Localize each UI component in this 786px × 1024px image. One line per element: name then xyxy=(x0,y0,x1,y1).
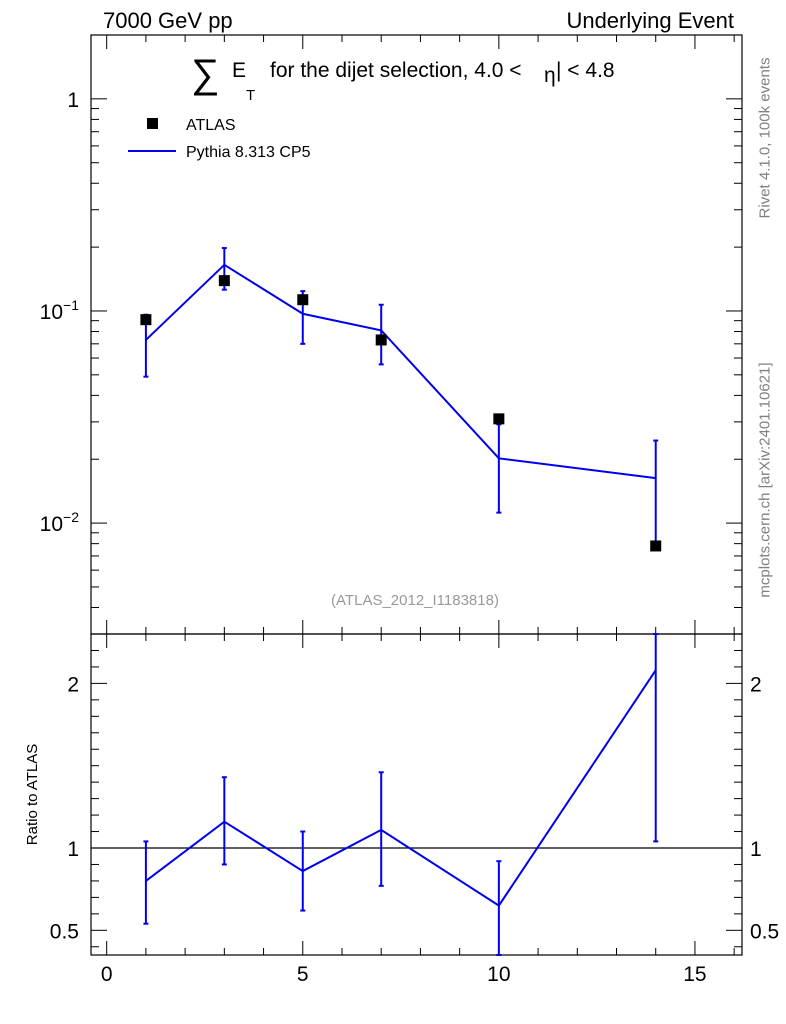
x-tick-label: 10 xyxy=(487,963,510,986)
atlas-data-point xyxy=(140,314,152,326)
ratio-y-axis-label: Ratio to ATLAS xyxy=(24,744,41,845)
ratio-y-tick-label: 2 xyxy=(67,673,79,696)
legend-label-pythia: Pythia 8.313 CP5 xyxy=(186,144,311,161)
x-tick-label: 15 xyxy=(683,963,706,986)
atlas-data-point xyxy=(650,540,662,552)
title-text-b: | < 4.8 xyxy=(556,59,615,82)
atlas-data-point xyxy=(493,413,505,425)
ratio-y-tick-label: 1 xyxy=(67,838,79,861)
header-left-title: 7000 GeV pp xyxy=(103,8,233,33)
y-tick-label: 1 xyxy=(67,89,79,112)
title-text-a: for the dijet selection, 4.0 < xyxy=(270,59,522,82)
atlas-data-point xyxy=(218,275,230,287)
y-tick-label: 10−2 xyxy=(40,509,80,536)
legend-label-atlas: ATLAS xyxy=(186,117,236,134)
x-tick-label: 0 xyxy=(101,963,113,986)
title-eta: η xyxy=(544,64,556,87)
ratio-y-tick-label-right: 1 xyxy=(750,838,762,861)
ratio-y-tick-label-right: 0.5 xyxy=(750,920,779,943)
atlas-data-point xyxy=(375,334,387,346)
ratio-plot-frame xyxy=(90,633,743,956)
y-tick-label: 10−1 xyxy=(40,297,80,324)
title-subscript: T xyxy=(246,87,255,104)
mc-line xyxy=(145,263,656,480)
title-sum-symbol: ∑ xyxy=(191,52,220,96)
atlas-data-point xyxy=(297,294,309,306)
ratio-y-tick-label: 0.5 xyxy=(50,920,79,943)
title-symbol: E xyxy=(232,59,246,82)
x-tick-label: 5 xyxy=(297,963,309,986)
ratio-y-tick-label-right: 2 xyxy=(750,673,762,696)
analysis-id: (ATLAS_2012_I1183818) xyxy=(331,592,499,609)
ratio-line xyxy=(145,669,657,907)
legend-marker-atlas xyxy=(147,118,158,129)
header-right-title: Underlying Event xyxy=(566,8,734,33)
